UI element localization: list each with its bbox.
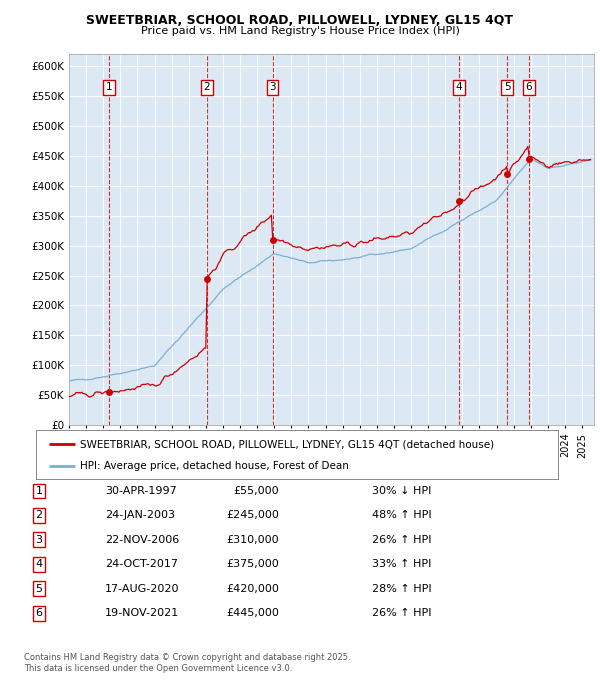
- Text: £375,000: £375,000: [226, 560, 279, 569]
- Text: 3: 3: [269, 82, 276, 92]
- Text: 17-AUG-2020: 17-AUG-2020: [105, 584, 179, 594]
- Text: 26% ↑ HPI: 26% ↑ HPI: [372, 609, 431, 618]
- Text: HPI: Average price, detached house, Forest of Dean: HPI: Average price, detached house, Fore…: [80, 460, 349, 471]
- Text: 30-APR-1997: 30-APR-1997: [105, 486, 177, 496]
- Text: 24-OCT-2017: 24-OCT-2017: [105, 560, 178, 569]
- Text: 6: 6: [35, 609, 43, 618]
- Text: Contains HM Land Registry data © Crown copyright and database right 2025.: Contains HM Land Registry data © Crown c…: [24, 653, 350, 662]
- Text: 33% ↑ HPI: 33% ↑ HPI: [372, 560, 431, 569]
- Text: 2: 2: [35, 511, 43, 520]
- Text: 30% ↓ HPI: 30% ↓ HPI: [372, 486, 431, 496]
- Text: 22-NOV-2006: 22-NOV-2006: [105, 535, 179, 545]
- Text: 24-JAN-2003: 24-JAN-2003: [105, 511, 175, 520]
- Text: 28% ↑ HPI: 28% ↑ HPI: [372, 584, 431, 594]
- Text: 48% ↑ HPI: 48% ↑ HPI: [372, 511, 431, 520]
- Text: £310,000: £310,000: [226, 535, 279, 545]
- Text: 4: 4: [35, 560, 43, 569]
- Text: 4: 4: [456, 82, 463, 92]
- Text: 1: 1: [35, 486, 43, 496]
- Text: £445,000: £445,000: [226, 609, 279, 618]
- Text: This data is licensed under the Open Government Licence v3.0.: This data is licensed under the Open Gov…: [24, 664, 292, 673]
- Text: SWEETBRIAR, SCHOOL ROAD, PILLOWELL, LYDNEY, GL15 4QT: SWEETBRIAR, SCHOOL ROAD, PILLOWELL, LYDN…: [86, 14, 514, 27]
- Text: £55,000: £55,000: [233, 486, 279, 496]
- Text: 5: 5: [504, 82, 511, 92]
- Text: 1: 1: [106, 82, 112, 92]
- Text: £245,000: £245,000: [226, 511, 279, 520]
- Text: SWEETBRIAR, SCHOOL ROAD, PILLOWELL, LYDNEY, GL15 4QT (detached house): SWEETBRIAR, SCHOOL ROAD, PILLOWELL, LYDN…: [80, 439, 494, 449]
- Text: Price paid vs. HM Land Registry's House Price Index (HPI): Price paid vs. HM Land Registry's House …: [140, 26, 460, 36]
- Text: £420,000: £420,000: [226, 584, 279, 594]
- Text: 19-NOV-2021: 19-NOV-2021: [105, 609, 179, 618]
- Text: 2: 2: [203, 82, 211, 92]
- Text: 3: 3: [35, 535, 43, 545]
- Text: 5: 5: [35, 584, 43, 594]
- Text: 26% ↑ HPI: 26% ↑ HPI: [372, 535, 431, 545]
- Text: 6: 6: [526, 82, 532, 92]
